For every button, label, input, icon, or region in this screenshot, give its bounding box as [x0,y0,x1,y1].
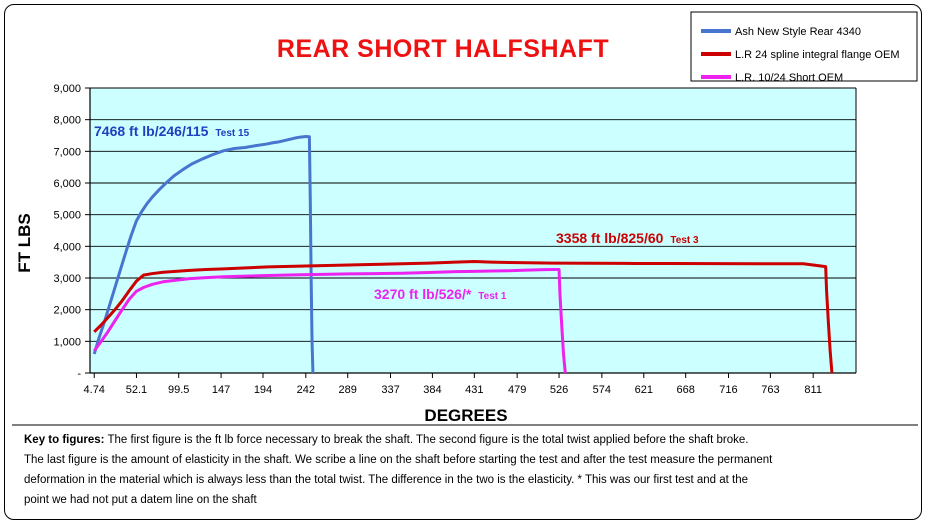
annotation-test-id: Test 3 [670,235,699,246]
series-line [93,260,834,374]
x-tick-label: 289 [339,384,357,396]
y-tick-label: 7,000 [53,146,81,158]
y-tick-label: 2,000 [53,305,81,317]
y-axis-title: FT LBS [15,213,34,273]
legend-items: Ash New Style Rear 4340 L.R 24 spline int… [701,26,899,84]
annotation-label: 3270 ft lb/526/* Test 1 [374,286,507,302]
y-tick-label: - [77,368,81,380]
x-tick-label: 811 [804,384,822,396]
x-tick-label: 431 [465,384,483,396]
y-tick-label: 3,000 [53,273,81,285]
y-tick-label: 4,000 [53,241,81,253]
annotation-test-id: Test 15 [215,128,249,139]
y-tick-label: 8,000 [53,115,81,127]
annotation-label: 3358 ft lb/825/60 Test 3 [556,230,699,246]
series-line [93,267,567,374]
x-tick-label: 668 [676,384,694,396]
legend-box [690,11,918,82]
legend-label: L.R 24 spline integral flange OEM [735,49,899,61]
y-tick-label: 1,000 [53,336,81,348]
x-tick-label: 4.74 [84,384,105,396]
footer-note: Key to figures: The first figure is the … [24,434,773,506]
x-tick-label: 479 [508,384,526,396]
x-tick-label: 52.1 [126,384,147,396]
x-tick-label: 384 [423,384,441,396]
y-axis: - 1,000 2,000 3,000 4,000 5,000 6,000 7,000 8,00… [53,83,90,380]
legend: Ash New Style Rear 4340 L.R 24 spline int… [690,11,918,84]
legend-label: Ash New Style Rear 4340 [735,26,861,38]
x-axis-title: DEGREES [424,406,507,425]
annotations-group: 7468 ft lb/246/115 Test 15 3358 ft lb/825/… [94,123,699,302]
x-tick-label: 574 [593,384,611,396]
footer-line-1-rest: The first figure is the ft lb force nece… [105,434,749,446]
x-tick-label: 763 [761,384,779,396]
x-tick-label: 621 [635,384,653,396]
x-axis: 4.74 52.1 99.5 147 194 242 289 337 384 431 479 526 5… [84,373,822,396]
footer-heading: Key to figures: [24,434,105,446]
x-tick-label: 242 [297,384,315,396]
legend-label: L.R. 10/24 Short OEM [735,72,843,84]
footer-line-2: The last figure is the amount of elastic… [24,454,773,466]
plot-background [90,88,856,373]
x-tick-label: 99.5 [168,384,189,396]
footer-line-3: deformation in the material which is alw… [24,474,748,486]
y-tick-label: 6,000 [53,178,81,190]
x-tick-label: 716 [719,384,737,396]
y-tick-label: 9,000 [53,83,81,95]
annotation-label: 7468 ft lb/246/115 Test 15 [94,123,250,139]
data-series-group [92,135,834,374]
chart-title: REAR SHORT HALFSHAFT [277,35,609,63]
x-tick-label: 194 [254,384,272,396]
x-tick-label: 147 [212,384,230,396]
annotation-test-id: Test 1 [478,291,507,302]
footer-line-4: point we had not put a datem line on the… [24,494,258,506]
y-tick-label: 5,000 [53,210,81,222]
x-tick-label: 526 [550,384,568,396]
series-line [92,135,315,374]
footer-line-1: Key to figures: The first figure is the … [24,434,748,446]
x-tick-label: 337 [381,384,399,396]
